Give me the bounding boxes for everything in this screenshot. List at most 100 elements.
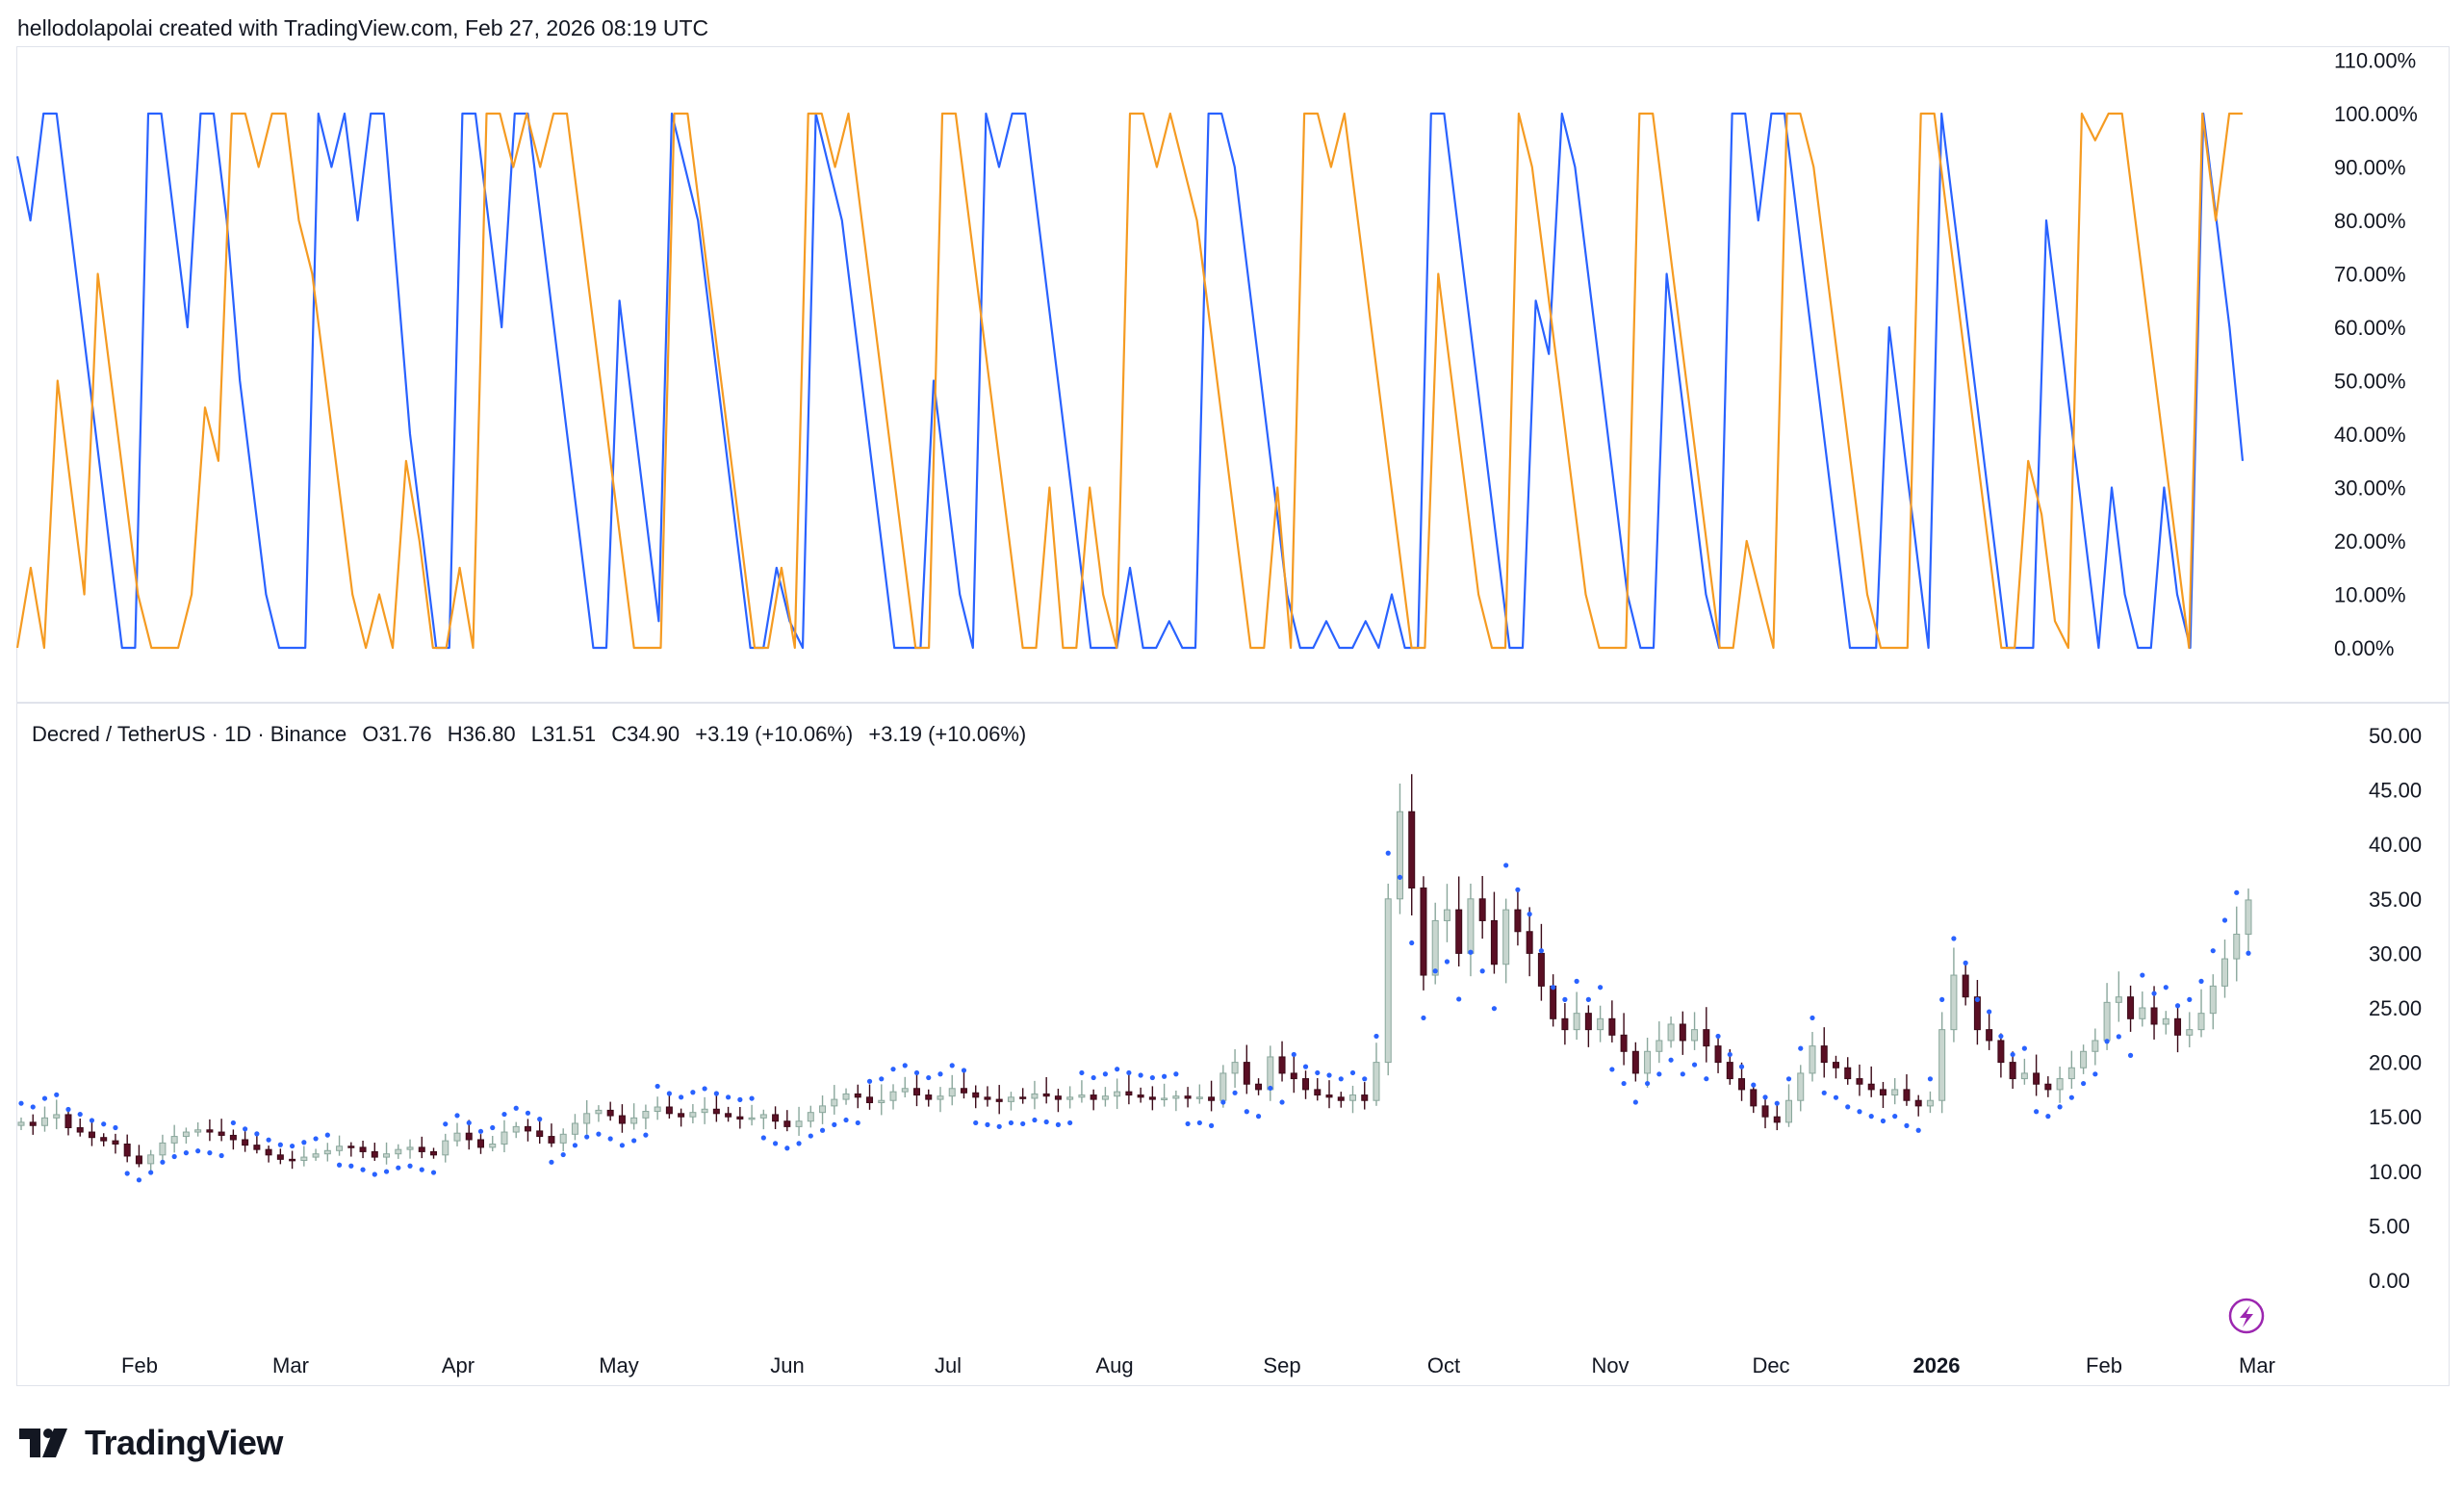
sar-dot [1904, 1122, 1910, 1128]
candle-body [1797, 1072, 1805, 1101]
sar-dot [2151, 991, 2157, 996]
sar-dot [2163, 985, 2169, 991]
candle-body [383, 1153, 391, 1158]
candle-body [925, 1094, 933, 1100]
x-axis-tick: 2026 [1913, 1353, 1961, 1377]
sar-dot [383, 1169, 390, 1174]
x-axis-tick: Dec [1752, 1353, 1789, 1377]
x-axis-tick: Feb [121, 1353, 158, 1377]
sar-dot [832, 1121, 837, 1127]
candle-body [606, 1109, 614, 1117]
candle-body [571, 1122, 578, 1135]
sar-dot [301, 1140, 307, 1145]
candle-body [1926, 1099, 1934, 1107]
candle-body [1054, 1095, 1062, 1100]
candle-body [2092, 1040, 2099, 1052]
sar-dot [313, 1136, 319, 1142]
candle-body [712, 1108, 720, 1115]
sar-dot [160, 1159, 166, 1165]
candle-body [1856, 1078, 1863, 1085]
sar-dot [796, 1141, 802, 1146]
candle-body [960, 1088, 967, 1094]
candle-body [347, 1145, 355, 1148]
candle-body [1620, 1034, 1628, 1052]
sar-dot [1032, 1117, 1038, 1123]
candle-body [2150, 1007, 2158, 1025]
sar-dot [1951, 936, 1957, 941]
candle-body [1408, 811, 1416, 888]
candle-body [1679, 1023, 1686, 1042]
sar-dot [30, 1104, 36, 1110]
candle-body [206, 1129, 214, 1133]
candle-body [406, 1146, 414, 1150]
sar-dot [1833, 1094, 1839, 1100]
candle-body [995, 1098, 1003, 1102]
sar-dot [1468, 949, 1474, 955]
sar-dot [1691, 1062, 1698, 1068]
candle-body [1608, 1017, 1616, 1036]
candle-body [1078, 1094, 1086, 1098]
candle-body [1773, 1116, 1781, 1123]
lightning-bolt-icon [2240, 1305, 2253, 1327]
sar-dot [1915, 1127, 1921, 1133]
sar-dot [1880, 1118, 1886, 1124]
sar-dot [2057, 1104, 2063, 1110]
sar-dot [289, 1143, 295, 1149]
x-axis-tick: Feb [2086, 1353, 2122, 1377]
candle-body [595, 1109, 603, 1115]
sar-dot [443, 1121, 449, 1127]
sar-dot [1503, 862, 1509, 868]
legend-symbol[interactable]: Decred / TetherUS · 1D · Binance [32, 722, 347, 746]
sar-dot [1704, 1076, 1709, 1082]
x-axis-tick: Nov [1591, 1353, 1629, 1377]
sar-dot [1055, 1121, 1062, 1127]
sar-dot [1444, 959, 1450, 965]
sar-dot [772, 1141, 779, 1146]
candle-body [182, 1131, 190, 1138]
price-y-tick: 0.00 [2369, 1269, 2410, 1293]
candle-body [689, 1112, 697, 1118]
candle-body [937, 1095, 944, 1100]
candle-body [1031, 1093, 1039, 1099]
sar-dot [702, 1086, 707, 1092]
candle-body [418, 1146, 425, 1152]
candle-body [476, 1139, 484, 1148]
x-axis-tick: May [599, 1353, 639, 1377]
sar-dot [584, 1134, 590, 1140]
sar-dot [666, 1091, 672, 1096]
candle-body [1384, 898, 1392, 1064]
price-y-tick: 30.00 [2369, 941, 2422, 965]
sar-dot [1102, 1071, 1108, 1077]
sar-dot [1668, 1057, 1674, 1063]
sar-dot [654, 1083, 660, 1090]
sar-dot [41, 1095, 48, 1101]
candle-body [2139, 1007, 2146, 1019]
candle-body [147, 1154, 155, 1165]
sar-dot [973, 1120, 979, 1126]
sar-dot [1220, 1099, 1226, 1105]
candle-body [371, 1150, 378, 1158]
candle-body [1809, 1045, 1816, 1074]
candle-body [1478, 898, 1486, 921]
sar-dot [1302, 1064, 1309, 1069]
sar-dot [749, 1095, 755, 1101]
tradingview-logo[interactable]: TradingView [19, 1423, 283, 1463]
candle-body [1431, 919, 1439, 976]
sar-dot [336, 1162, 343, 1168]
sar-dot [148, 1170, 154, 1175]
candle-body [76, 1127, 84, 1133]
candle-body [1667, 1023, 1675, 1042]
sar-dot [1397, 874, 1403, 880]
sar-dot [1067, 1120, 1073, 1126]
sar-dot [171, 1153, 177, 1160]
osc-y-tick: 100.00% [2334, 102, 2418, 126]
osc-y-tick: 50.00% [2334, 370, 2406, 394]
sar-dot [1974, 996, 1981, 1002]
candle-body [889, 1091, 897, 1101]
x-axis-tick: Mar [2239, 1353, 2275, 1377]
candle-body [1278, 1056, 1286, 1074]
sar-dot [89, 1118, 95, 1123]
candle-body [1361, 1094, 1369, 1101]
price-y-tick: 5.00 [2369, 1214, 2410, 1238]
